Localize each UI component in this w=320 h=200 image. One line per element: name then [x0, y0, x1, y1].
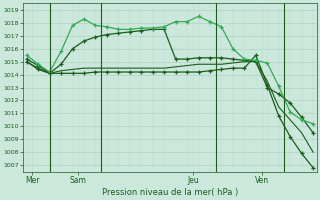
X-axis label: Pression niveau de la mer( hPa ): Pression niveau de la mer( hPa ): [102, 188, 238, 197]
